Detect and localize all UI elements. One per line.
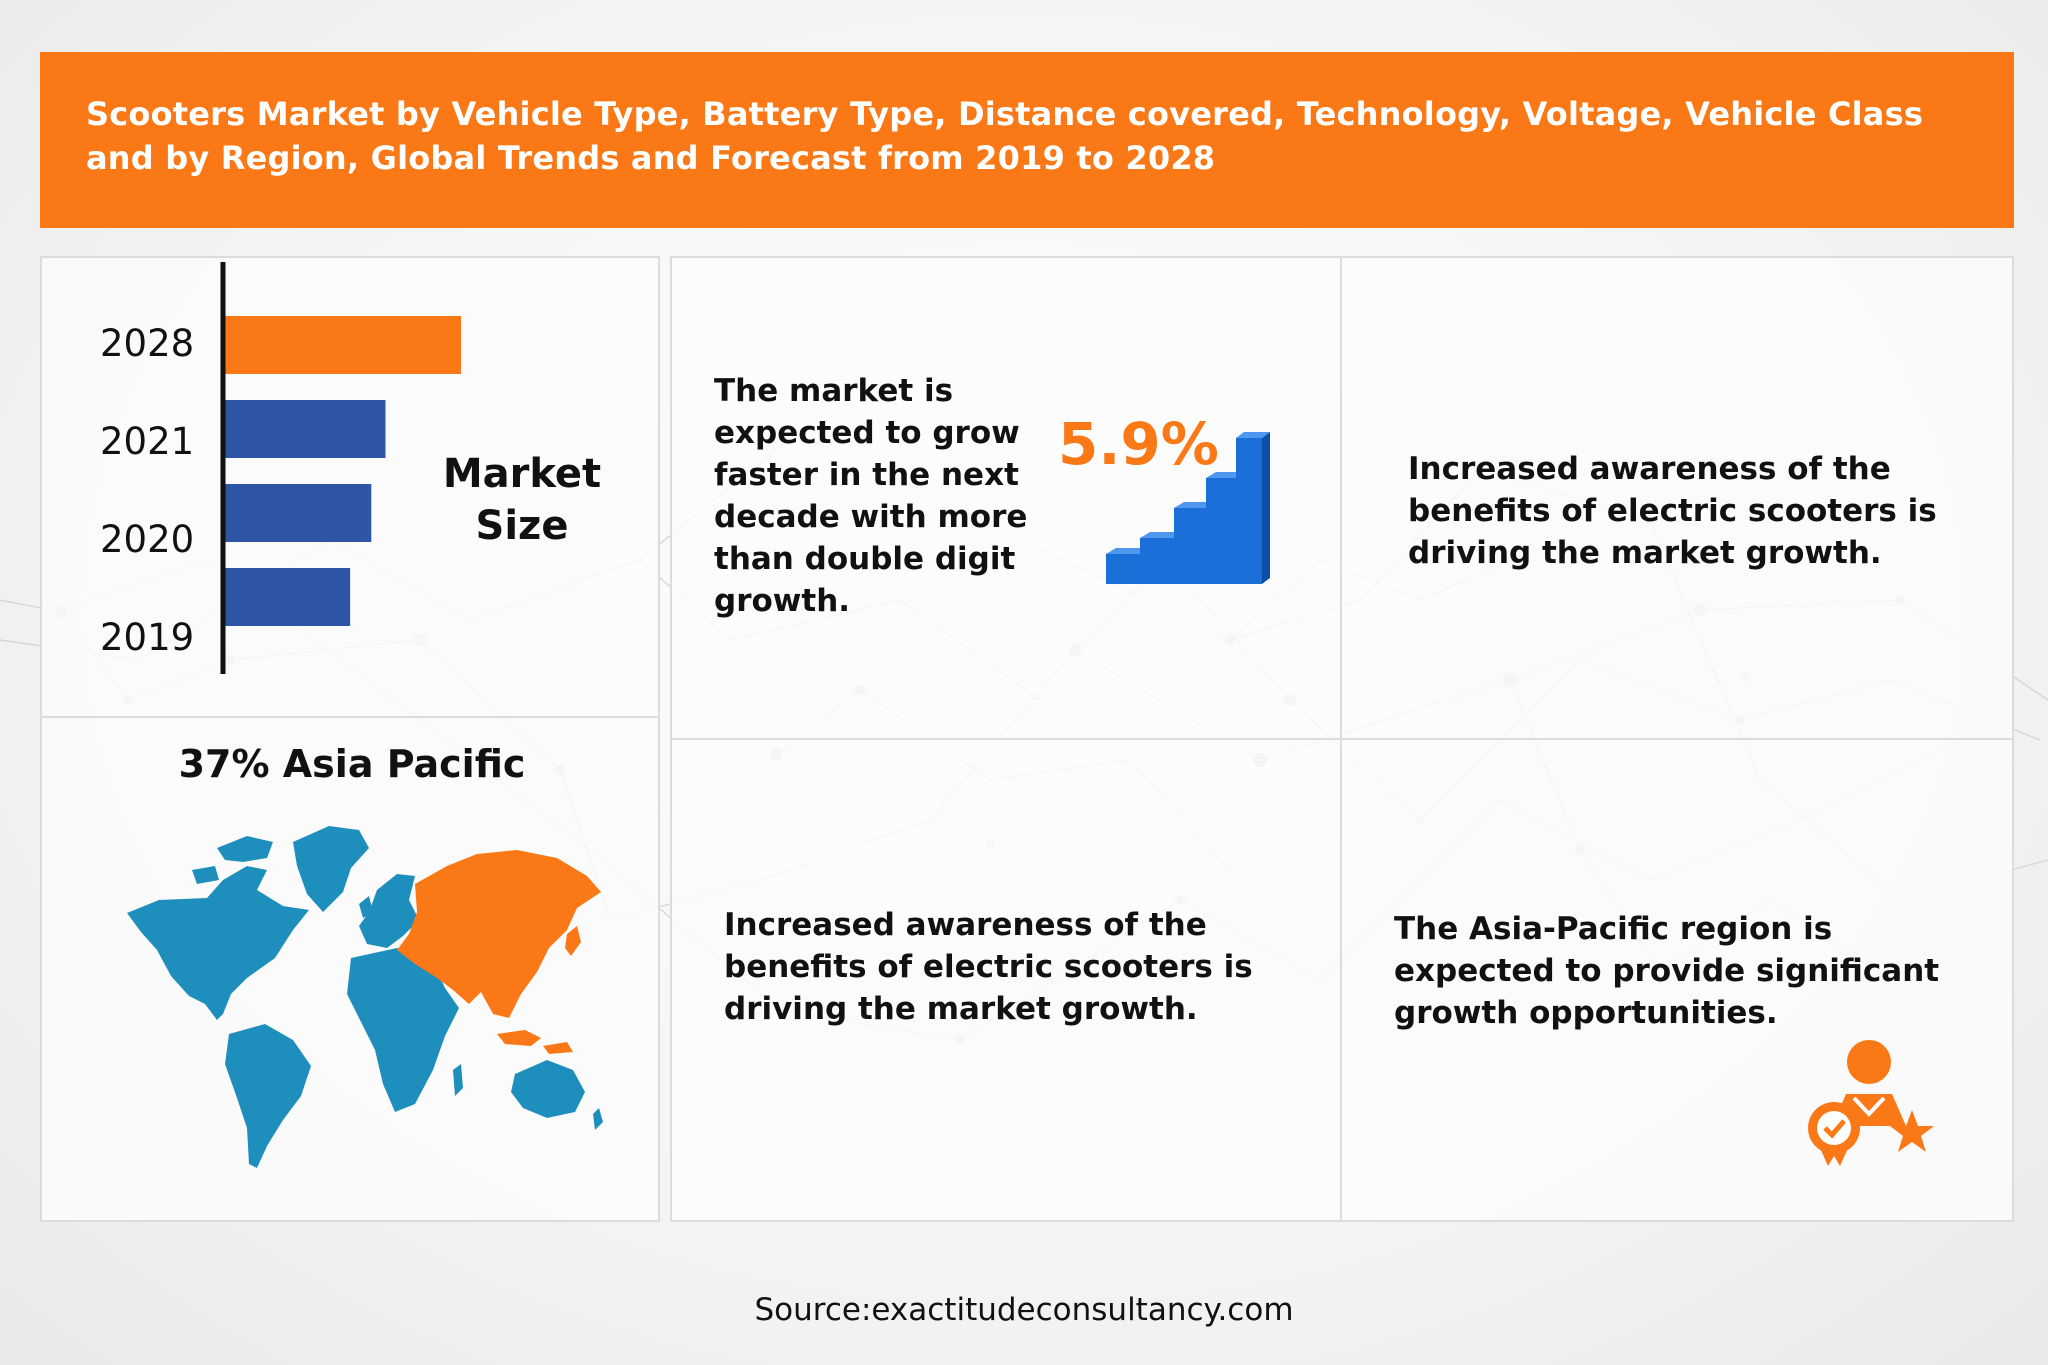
north-america-shape <box>127 866 309 1020</box>
bar-2021 <box>225 400 386 458</box>
source-credit: Source:exactitudeconsultancy.com <box>754 1292 1294 1328</box>
awareness-panel-top: Increased awareness of the benefits of e… <box>1342 256 2014 738</box>
growth-text: The market is expected to grow faster in… <box>714 373 1028 619</box>
new-zealand-shape <box>593 1108 603 1130</box>
bar-2019 <box>225 568 351 626</box>
bar-2020 <box>225 484 372 542</box>
awareness-text-top: Increased awareness of the benefits of e… <box>1408 451 1937 571</box>
year-label-2020: 2020 <box>100 518 194 561</box>
year-label-2021: 2021 <box>100 420 194 463</box>
madagascar-shape <box>453 1064 463 1096</box>
africa-shape <box>347 948 459 1112</box>
bar-2028 <box>225 316 461 374</box>
australia-shape <box>511 1060 585 1118</box>
south-america-shape <box>225 1024 311 1168</box>
award-person-icon <box>1808 1040 1934 1166</box>
world-map-icon <box>127 826 603 1168</box>
uk-shape <box>359 896 373 918</box>
growth-panel: The market is expected to grow faster in… <box>670 256 1342 738</box>
growth-rate-value: 5.9% <box>1058 410 1219 478</box>
europe-shape <box>359 874 419 948</box>
japan-shape <box>565 926 581 956</box>
report-title: Scooters Market by Vehicle Type, Battery… <box>86 95 1924 177</box>
awareness-panel-bottom: Increased awareness of the benefits of e… <box>670 738 1342 1222</box>
awareness-text-bottom: Increased awareness of the benefits of e… <box>724 907 1253 1027</box>
chart-title: Market Size <box>442 451 602 549</box>
title-banner: Scooters Market by Vehicle Type, Battery… <box>40 52 2014 228</box>
region-panel: 37% Asia Pacific <box>40 716 660 1222</box>
rising-bars-icon <box>1106 432 1270 584</box>
year-label-2019: 2019 <box>100 616 194 659</box>
year-label-2028: 2028 <box>100 322 194 365</box>
region-share-label: 37% Asia Pacific <box>178 742 526 786</box>
arctic-islands-shape <box>192 836 273 884</box>
indonesia-shape <box>497 1030 573 1054</box>
market-size-panel: 2028 2021 2020 2019 Market Size <box>40 256 660 716</box>
asia-pacific-shape <box>397 850 601 1018</box>
greenland-shape <box>293 826 369 912</box>
asia-opportunity-text: The Asia-Pacific region is expected to p… <box>1394 911 1940 1031</box>
market-size-chart: 2028 2021 2020 2019 <box>100 262 461 674</box>
asia-opportunity-panel: The Asia-Pacific region is expected to p… <box>1342 738 2014 1222</box>
